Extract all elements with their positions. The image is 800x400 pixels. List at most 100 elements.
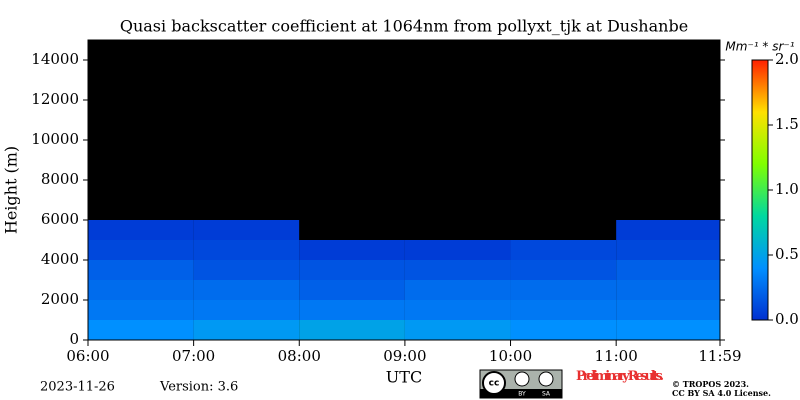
heatmap-cell — [616, 240, 720, 260]
heatmap-cell — [404, 140, 511, 160]
heatmap-cell — [193, 160, 300, 180]
heatmap-cell — [88, 140, 194, 160]
heatmap-cell — [299, 240, 405, 260]
heatmap-cell — [193, 60, 300, 80]
copyright: © TROPOS 2023. — [672, 379, 749, 389]
heatmap-cell — [616, 140, 720, 160]
heatmap-cell — [616, 320, 720, 340]
heatmap-cell — [510, 240, 617, 260]
x-axis-label: UTC — [386, 368, 422, 387]
badge-sa — [538, 371, 554, 387]
heatmap-cell — [299, 200, 405, 220]
heatmap-cell — [193, 80, 300, 100]
heatmap-cell — [88, 80, 194, 100]
heatmap-cell — [510, 300, 617, 320]
chart-title: Quasi backscatter coefficient at 1064nm … — [120, 17, 688, 36]
heatmap-cell — [193, 100, 300, 120]
heatmap-cell — [299, 280, 405, 300]
heatmap-cell — [404, 260, 511, 280]
heatmap-cell — [404, 200, 511, 220]
heatmap-cell — [616, 200, 720, 220]
colorbar-tick-label: 1.5 — [775, 115, 799, 133]
y-tick-label: 6000 — [41, 210, 79, 228]
heatmap-cell — [404, 320, 511, 340]
heatmap-cell — [404, 120, 511, 140]
heatmap-cell — [404, 300, 511, 320]
y-tick-label: 4000 — [41, 250, 79, 268]
heatmap-cell — [88, 260, 194, 280]
heatmap-cell — [616, 260, 720, 280]
heatmap-cell — [404, 280, 511, 300]
heatmap-cell — [404, 40, 511, 60]
badge-text: BY — [518, 391, 526, 398]
heatmap-cell — [510, 120, 617, 140]
heatmap-cell — [299, 80, 405, 100]
badge-cc — [482, 371, 506, 395]
x-tick-label: 11:59 — [698, 347, 741, 365]
colorbar-tick-label: 2.0 — [775, 50, 799, 68]
x-tick-label: 11:00 — [595, 347, 638, 365]
x-tick-label: 10:00 — [489, 347, 532, 365]
colorbar-tick-label: 0.0 — [775, 310, 799, 328]
heatmap-cell — [510, 60, 617, 80]
heatmap-cell — [299, 300, 405, 320]
heatmap-cell — [88, 160, 194, 180]
version: Version: 3.6 — [159, 380, 238, 395]
colorbar-tick-label: 0.5 — [775, 245, 799, 263]
badge-by — [514, 371, 530, 387]
heatmap-cell — [404, 80, 511, 100]
heatmap-cell — [510, 180, 617, 200]
colorbar — [751, 59, 769, 321]
badge-text: cc — [489, 379, 500, 389]
y-tick-label: 14000 — [31, 50, 79, 68]
badge-text: SA — [542, 391, 551, 398]
heatmap-cell — [88, 320, 194, 340]
heatmap-cell — [616, 100, 720, 120]
heatmap-cell — [616, 280, 720, 300]
heatmap-cell — [193, 320, 300, 340]
x-tick-label: 07:00 — [172, 347, 215, 365]
heatmap-cell — [510, 160, 617, 180]
license: CC BY SA 4.0 License. — [672, 388, 771, 398]
heatmap-cell — [88, 200, 194, 220]
heatmap-cell — [193, 180, 300, 200]
heatmap-cell — [193, 280, 300, 300]
heatmap-cell — [88, 240, 194, 260]
heatmap-cell — [404, 240, 511, 260]
y-tick-label: 8000 — [41, 170, 79, 188]
x-tick-label: 06:00 — [66, 347, 109, 365]
heatmap-cell — [193, 260, 300, 280]
cc-badge: cc BY SA — [479, 369, 563, 399]
heatmap-cell — [404, 100, 511, 120]
heatmap-cell — [404, 60, 511, 80]
heatmap-cell — [510, 200, 617, 220]
heatmap-cell — [404, 220, 511, 240]
heatmap-cell — [193, 240, 300, 260]
heatmap-cell — [193, 40, 300, 60]
heatmap-cell — [404, 160, 511, 180]
y-tick-label: 0 — [69, 330, 79, 348]
date: 2023-11-26 — [40, 380, 115, 395]
heatmap-cell — [299, 260, 405, 280]
heatmap-cell — [616, 180, 720, 200]
heatmap-cell — [616, 60, 720, 80]
heatmap-cell — [299, 120, 405, 140]
heatmap-cell — [193, 220, 300, 240]
heatmap-cell — [299, 220, 405, 240]
badge-strip — [480, 389, 562, 398]
colorbar-tick-label: 1.0 — [775, 180, 799, 198]
heatmap-cell — [404, 180, 511, 200]
colorbar-label: Mm⁻¹ * sr⁻¹ — [725, 40, 794, 54]
heatmap-cell — [299, 100, 405, 120]
heatmap-cell — [510, 280, 617, 300]
heatmap-cell — [88, 120, 194, 140]
heatmap-cell — [299, 40, 405, 60]
heatmap-cell — [88, 60, 194, 80]
heatmap-cell — [193, 300, 300, 320]
heatmap-cell — [88, 180, 194, 200]
heatmap-cell — [510, 260, 617, 280]
heatmap-cell — [88, 40, 194, 60]
heatmap-cell — [616, 40, 720, 60]
heatmap-cell — [510, 140, 617, 160]
